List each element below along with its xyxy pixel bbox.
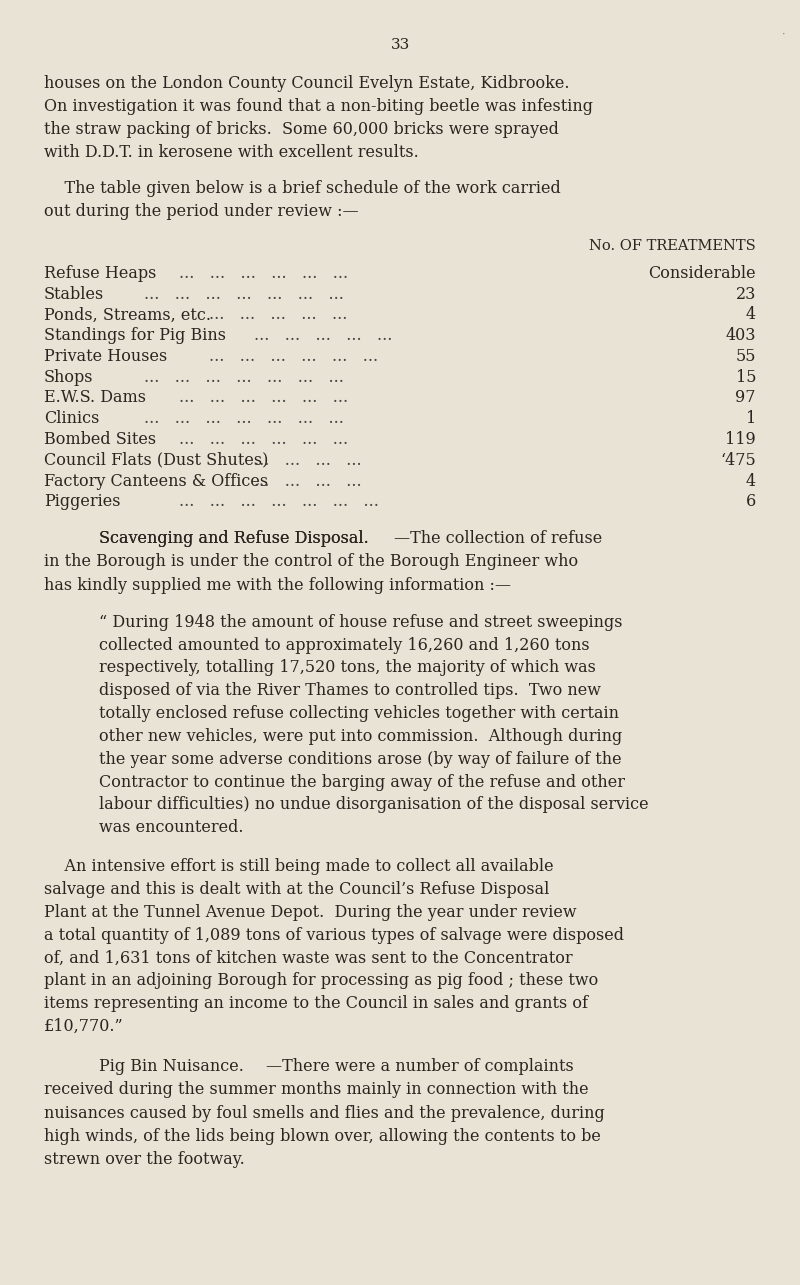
Text: No. OF TREATMENTS: No. OF TREATMENTS (590, 239, 756, 253)
Text: ...   ...   ...   ...   ...: ... ... ... ... ... (209, 306, 347, 324)
Text: in the Borough is under the control of the Borough Engineer who: in the Borough is under the control of t… (44, 554, 578, 571)
Text: —The collection of refuse: —The collection of refuse (394, 531, 602, 547)
Text: has kindly supplied me with the following information :—: has kindly supplied me with the followin… (44, 577, 511, 594)
Text: ...   ...   ...   ...   ...   ...: ... ... ... ... ... ... (209, 348, 378, 365)
Text: —There were a number of complaints: —There were a number of complaints (266, 1059, 574, 1076)
Text: ·: · (782, 30, 786, 40)
Text: Stables: Stables (44, 285, 104, 303)
Text: 15: 15 (735, 369, 756, 386)
Text: “ During 1948 the amount of house refuse and street sweepings
collected amounted: “ During 1948 the amount of house refuse… (99, 614, 649, 837)
Text: received during the summer months mainly in connection with the: received during the summer months mainly… (44, 1082, 589, 1099)
Text: Standings for Pig Bins: Standings for Pig Bins (44, 328, 226, 344)
Text: Pig Bin Nuisance.: Pig Bin Nuisance. (99, 1059, 244, 1076)
Text: ...   ...   ...   ...: ... ... ... ... (254, 452, 362, 469)
Text: Private Houses: Private Houses (44, 348, 167, 365)
Text: ...   ...   ...   ...   ...: ... ... ... ... ... (254, 328, 392, 344)
Text: strewn over the footway.: strewn over the footway. (44, 1151, 245, 1168)
Text: E.W.S. Dams: E.W.S. Dams (44, 389, 146, 406)
Text: ...   ...   ...   ...   ...   ...: ... ... ... ... ... ... (179, 265, 348, 281)
Text: ...   ...   ...   ...   ...   ...   ...: ... ... ... ... ... ... ... (179, 493, 379, 510)
Text: 23: 23 (736, 285, 756, 303)
Text: 33: 33 (390, 39, 410, 51)
Text: An intensive effort is still being made to collect all available
salvage and thi: An intensive effort is still being made … (44, 858, 624, 1034)
Text: ...   ...   ...   ...   ...   ...: ... ... ... ... ... ... (179, 430, 348, 448)
Text: Considerable: Considerable (648, 265, 756, 281)
Text: ...   ...   ...   ...   ...   ...   ...: ... ... ... ... ... ... ... (144, 410, 344, 427)
Text: high winds, of the lids being blown over, allowing the contents to be: high winds, of the lids being blown over… (44, 1128, 601, 1145)
Text: ...   ...   ...   ...: ... ... ... ... (254, 473, 362, 490)
Text: 55: 55 (735, 348, 756, 365)
Text: ...   ...   ...   ...   ...   ...   ...: ... ... ... ... ... ... ... (144, 369, 344, 386)
Text: 119: 119 (726, 430, 756, 448)
Text: ...   ...   ...   ...   ...   ...   ...: ... ... ... ... ... ... ... (144, 285, 344, 303)
Text: Piggeries: Piggeries (44, 493, 121, 510)
Text: Factory Canteens & Offices: Factory Canteens & Offices (44, 473, 268, 490)
Text: 97: 97 (735, 389, 756, 406)
Text: 4: 4 (746, 473, 756, 490)
Text: houses on the London County Council Evelyn Estate, Kidbrooke.
On investigation i: houses on the London County Council Evel… (44, 75, 593, 161)
Text: 4: 4 (746, 306, 756, 324)
Text: nuisances caused by foul smells and flies and the prevalence, during: nuisances caused by foul smells and flie… (44, 1105, 605, 1122)
Text: Clinics: Clinics (44, 410, 99, 427)
Text: 1: 1 (746, 410, 756, 427)
Text: Shops: Shops (44, 369, 94, 386)
Text: Council Flats (Dust Shutes): Council Flats (Dust Shutes) (44, 452, 268, 469)
Text: ...   ...   ...   ...   ...   ...: ... ... ... ... ... ... (179, 389, 348, 406)
Text: Scavenging and Refuse Disposal.: Scavenging and Refuse Disposal. (99, 531, 369, 547)
Text: The table given below is a brief schedule of the work carried
out during the per: The table given below is a brief schedul… (44, 180, 561, 220)
Text: Ponds, Streams, etc.: Ponds, Streams, etc. (44, 306, 211, 324)
Text: 6: 6 (746, 493, 756, 510)
Text: ‘475: ‘475 (720, 452, 756, 469)
Text: 403: 403 (726, 328, 756, 344)
Text: Bombed Sites: Bombed Sites (44, 430, 156, 448)
Text: Scavenging and Refuse Disposal.: Scavenging and Refuse Disposal. (99, 531, 369, 547)
Text: Refuse Heaps: Refuse Heaps (44, 265, 156, 281)
